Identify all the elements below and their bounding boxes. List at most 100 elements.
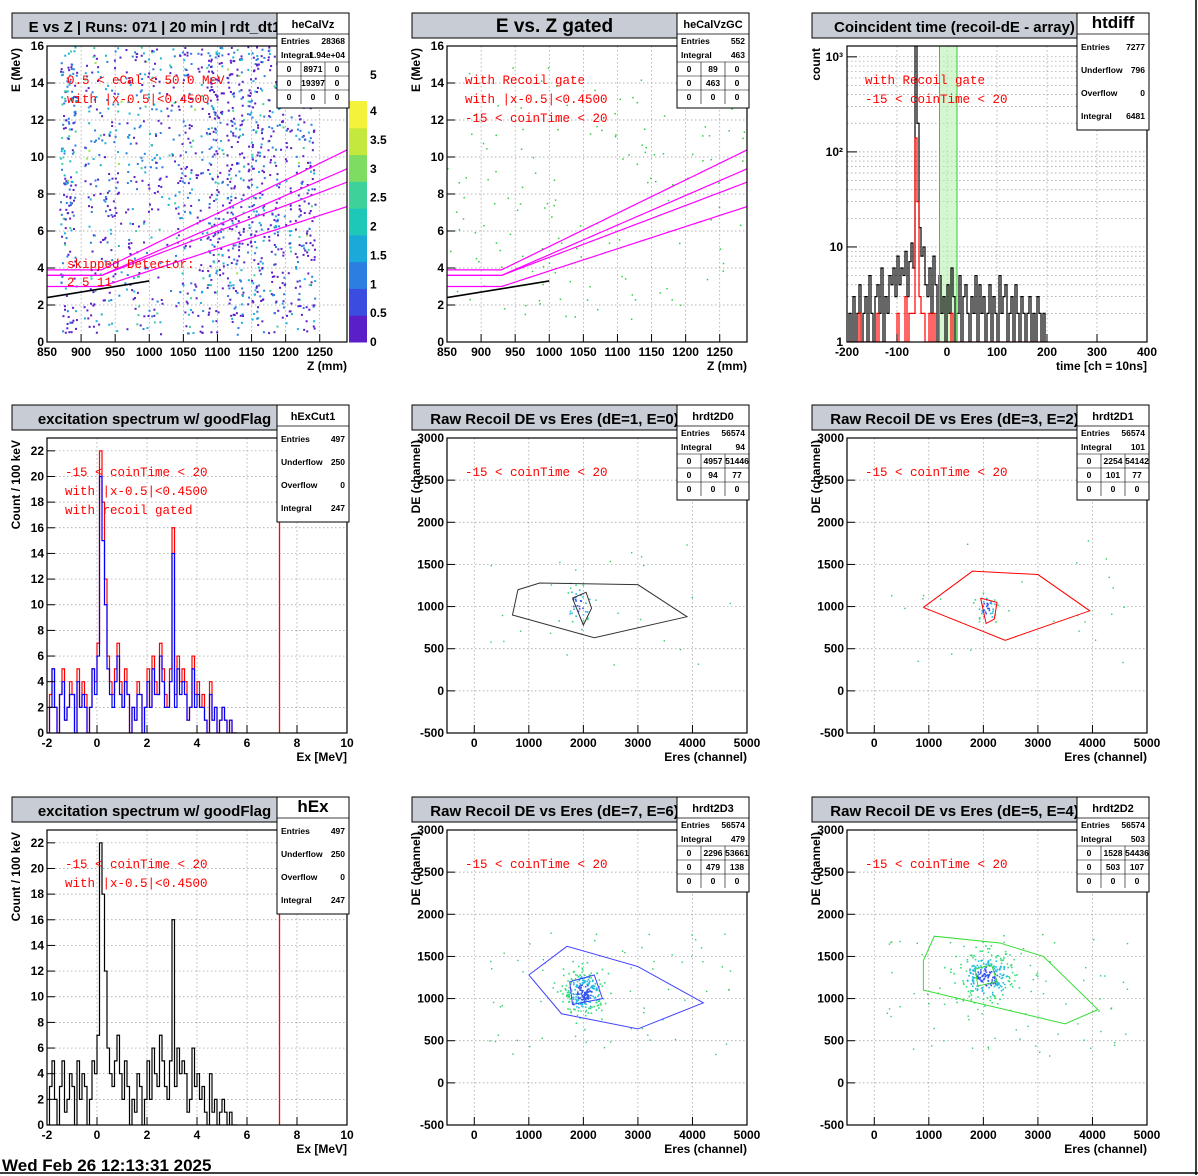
scatter-point bbox=[1022, 948, 1025, 950]
colorbar-label: 0 bbox=[370, 335, 377, 349]
heatmap-cell bbox=[181, 272, 184, 275]
scatter-point bbox=[576, 247, 578, 250]
heatmap-cell bbox=[207, 70, 210, 73]
heatmap-cell bbox=[313, 258, 316, 261]
scatter-point bbox=[899, 1006, 901, 1008]
scatter-point bbox=[990, 602, 993, 605]
x-axis-label: Ex [MeV] bbox=[296, 750, 347, 764]
stats-label: Integral bbox=[1081, 442, 1112, 452]
heatmap-cell bbox=[146, 267, 149, 270]
heatmap-cell bbox=[250, 99, 253, 102]
heatmap-cell bbox=[104, 210, 107, 213]
scatter-point bbox=[972, 979, 975, 982]
heatmap-cell bbox=[285, 322, 288, 325]
heatmap-cell bbox=[94, 62, 97, 65]
heatmap-cell bbox=[151, 51, 154, 54]
heatmap-cell bbox=[89, 183, 92, 186]
heatmap-cell bbox=[307, 189, 310, 192]
scatter-point bbox=[975, 946, 977, 949]
heatmap-cell bbox=[141, 159, 144, 162]
heatmap-cell bbox=[65, 202, 68, 205]
scatter-point bbox=[631, 294, 634, 296]
scatter-point bbox=[991, 1001, 994, 1004]
heatmap-cell bbox=[158, 92, 161, 95]
scatter-point bbox=[1008, 980, 1011, 983]
y-tick-label: 10² bbox=[826, 145, 843, 159]
heatmap-cell bbox=[111, 215, 114, 218]
scatter-point bbox=[715, 1053, 717, 1056]
heatmap-cell bbox=[219, 274, 222, 277]
heatmap-cell bbox=[125, 152, 128, 155]
scatter-point bbox=[569, 998, 572, 1000]
scatter-point bbox=[568, 972, 570, 975]
scatter-point bbox=[641, 144, 643, 146]
axes: 850 900 950 1000 1050 1100 1150 1200 12500246810… bbox=[9, 39, 347, 373]
scatter-point bbox=[968, 1018, 970, 1021]
scatter-point bbox=[573, 1008, 575, 1010]
heatmap-cell bbox=[307, 202, 310, 205]
heatmap-cell bbox=[296, 280, 299, 283]
scatter-point bbox=[996, 984, 999, 987]
y-tick-label: 14 bbox=[431, 76, 445, 90]
heatmap-cell bbox=[128, 163, 131, 166]
heatmap-cell bbox=[249, 92, 252, 95]
heatmap-cell bbox=[218, 62, 221, 65]
heatmap-cell bbox=[218, 76, 221, 79]
y-tick-label: 12 bbox=[431, 113, 445, 127]
scatter-point bbox=[970, 983, 973, 985]
heatmap-cell bbox=[258, 269, 261, 272]
heatmap-cell bbox=[234, 217, 237, 220]
y-tick-label: 6 bbox=[37, 224, 44, 238]
heatmap-cell bbox=[64, 90, 67, 93]
title-text: E vs. Z gated bbox=[496, 16, 613, 37]
scatter-point bbox=[565, 315, 567, 318]
heatmap-cell bbox=[100, 313, 103, 316]
scatter-point bbox=[584, 980, 586, 982]
heatmap-cell bbox=[303, 247, 306, 250]
heatmap-cell bbox=[88, 149, 91, 152]
stats-frame bbox=[276, 12, 350, 109]
scatter-point bbox=[567, 592, 570, 594]
scatter-point bbox=[594, 939, 596, 942]
heatmap-cell bbox=[87, 106, 90, 109]
heatmap-cell bbox=[144, 105, 147, 108]
scatter-point bbox=[584, 985, 587, 988]
heatmap-cell bbox=[68, 69, 71, 72]
heatmap-cell bbox=[255, 214, 258, 217]
y-tick-label: 12 bbox=[31, 572, 45, 586]
heatmap-cell bbox=[189, 297, 192, 300]
heatmap-cell bbox=[304, 138, 307, 141]
heatmap-cell bbox=[247, 197, 250, 200]
heatmap-cell bbox=[75, 319, 78, 322]
heatmap-cell bbox=[129, 80, 132, 83]
heatmap-cell bbox=[310, 205, 313, 208]
heatmap-cell bbox=[233, 187, 236, 190]
heatmap-cell bbox=[171, 104, 174, 107]
scatter-point bbox=[978, 617, 981, 619]
heatmap-cell bbox=[252, 80, 255, 83]
scatter-point bbox=[974, 967, 976, 970]
heatmap-cell bbox=[151, 159, 154, 162]
scatter-point bbox=[986, 602, 989, 605]
heatmap-cell bbox=[227, 101, 230, 104]
heatmap-cell bbox=[200, 66, 203, 69]
heatmap-cell bbox=[207, 52, 210, 55]
heatmap-cell bbox=[106, 98, 109, 101]
scatter-point bbox=[579, 225, 582, 227]
y-tick-label: 0 bbox=[437, 684, 444, 698]
heatmap-cell bbox=[267, 59, 270, 62]
heatmap-cell bbox=[271, 213, 274, 216]
heatmap-cell bbox=[252, 282, 255, 285]
heatmap-cell bbox=[242, 133, 245, 136]
heatmap-cell bbox=[95, 108, 98, 111]
scatter-point bbox=[971, 965, 974, 968]
heatmap-cell bbox=[61, 275, 64, 278]
heatmap-cell bbox=[256, 290, 259, 293]
heatmap-cell bbox=[305, 167, 308, 170]
title-text: Raw Recoil DE vs Eres (dE=5, E=4) bbox=[830, 803, 1078, 820]
stats-value: 56574 bbox=[721, 820, 745, 830]
heatmap-cell bbox=[66, 80, 69, 83]
